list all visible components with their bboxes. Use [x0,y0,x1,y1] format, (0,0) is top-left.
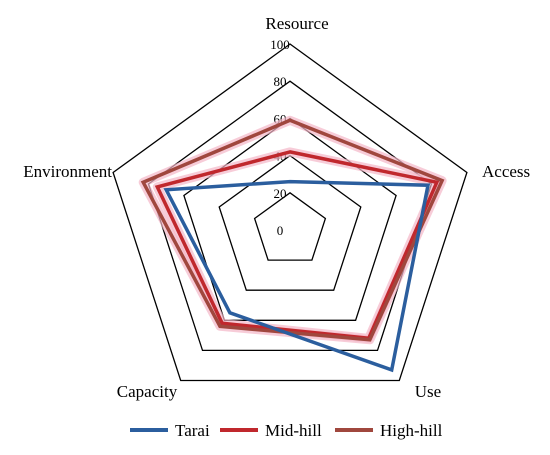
legend: Tarai Mid-hill High-hill [130,421,443,440]
axis-label-access: Access [482,162,530,181]
tick-label-80: 80 [274,74,287,89]
series-mid-hill [154,150,440,341]
series-glow-mid-hill [152,147,442,343]
legend-label-mid-hill: Mid-hill [265,421,322,440]
series-group [138,115,447,373]
axis-labels: Resource Access Use Capacity Environment [23,14,530,401]
tick-label-20: 20 [274,186,287,201]
axis-label-capacity: Capacity [117,382,178,401]
legend-label-high-hill: High-hill [380,421,443,440]
axis-label-use: Use [415,382,441,401]
grid-ring-40 [218,154,362,291]
legend-label-tarai: Tarai [175,421,210,440]
axis-label-resource: Resource [265,14,328,33]
grid-ring-100 [112,43,468,382]
tick-label-100: 100 [270,37,290,52]
grid-ring-20 [253,191,327,261]
series-tarai [163,179,431,373]
tick-label-0: 0 [277,223,284,238]
axis-label-environment: Environment [23,162,112,181]
series-high-hill [140,118,445,342]
